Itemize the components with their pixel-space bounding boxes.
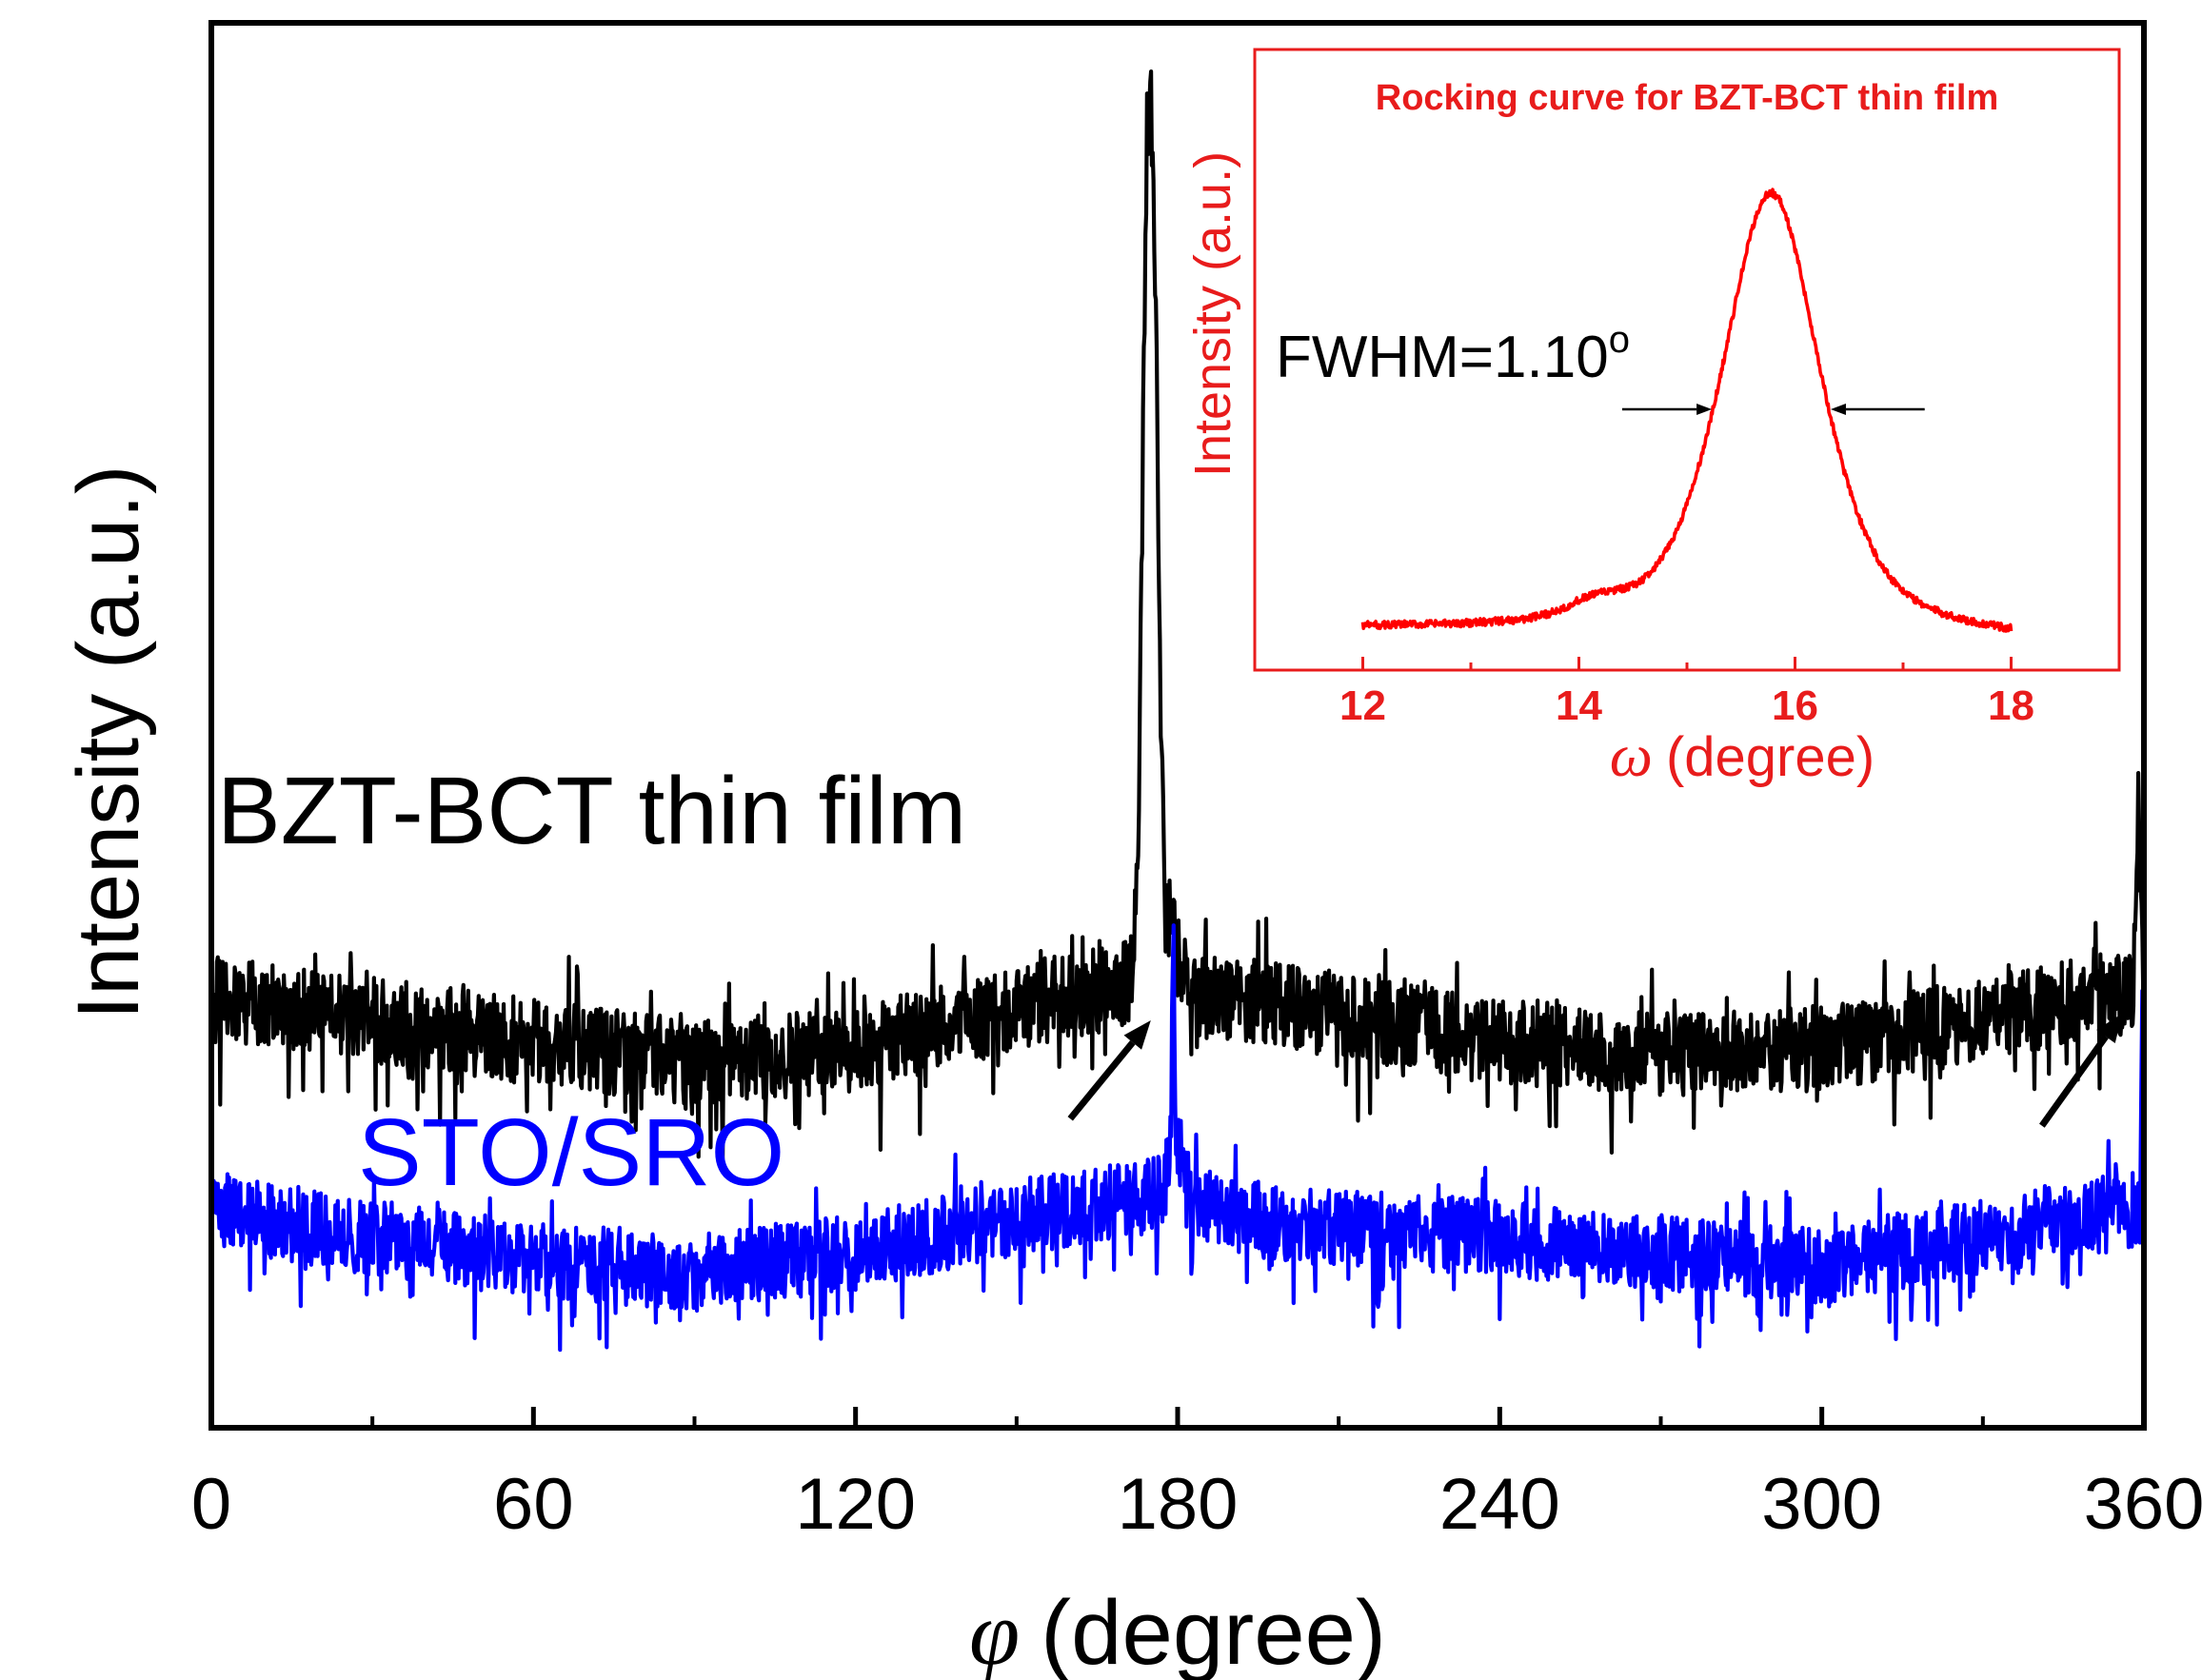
fwhm-arrows xyxy=(1621,404,1925,415)
sto-sro-label: STO/SRO xyxy=(358,1099,784,1206)
inset-x-tick-label: 14 xyxy=(1556,682,1602,729)
inset-x-tick-label: 18 xyxy=(1988,682,2034,729)
inset-x-axis-label-text: (degree) xyxy=(1666,726,1875,788)
series-sto-sro-line xyxy=(208,923,2147,1353)
peak-arrow-head xyxy=(2096,1013,2123,1043)
inset-plot: Rocking curve for BZT-BCT thin film 12 14… xyxy=(1184,48,2121,789)
fwhm-degree-superscript: o xyxy=(1609,319,1630,361)
fwhm-arrow-head xyxy=(1696,404,1713,415)
x-tick-label: 240 xyxy=(1439,1464,1560,1545)
fwhm-arrow-head xyxy=(1830,404,1846,415)
x-tick-label: 120 xyxy=(795,1464,916,1545)
inset-y-axis-label: Intensity (a.u.) xyxy=(1184,151,1241,477)
omega-symbol: ω xyxy=(1610,721,1653,789)
inset-x-axis-label: ω (degree) xyxy=(1610,721,1875,789)
peak-arrow-shaft xyxy=(1067,1039,1136,1121)
inset-background xyxy=(1255,49,2119,670)
inset-x-tick-label: 12 xyxy=(1339,682,1386,729)
x-tick-label: 360 xyxy=(2084,1464,2202,1545)
x-tick-label: 180 xyxy=(1118,1464,1239,1545)
inset-x-tick-label: 16 xyxy=(1772,682,1818,729)
series-bzt-bct-line xyxy=(208,69,2147,1161)
x-tick-label: 0 xyxy=(191,1464,231,1545)
phi-symbol: φ xyxy=(969,1582,1020,1680)
inset-x-ticks xyxy=(1361,657,2013,670)
fwhm-label: FWHM=1.10o xyxy=(1276,319,1630,390)
inset-title: Rocking curve for BZT-BCT thin film xyxy=(1376,78,1998,118)
main-x-tick-labels: 0 60 120 180 240 300 360 xyxy=(191,1464,2202,1545)
main-arrows xyxy=(1067,1013,2123,1128)
x-tick-label: 60 xyxy=(493,1464,574,1545)
peak-arrow-shaft xyxy=(2039,1034,2109,1128)
rocking-curve-line xyxy=(1360,188,2014,633)
inset-series-group xyxy=(1360,188,2014,633)
inset-x-tick-labels: 12 14 16 18 xyxy=(1339,682,2034,729)
main-x-axis-label-text: (degree) xyxy=(1041,1582,1386,1680)
main-plot: 0 60 120 180 240 300 360 φ (degree) Intensity (… xyxy=(60,20,2202,1680)
fwhm-label-text: FWHM=1.10 xyxy=(1276,325,1609,390)
main-x-axis-label: φ (degree) xyxy=(969,1582,1386,1680)
x-tick-label: 300 xyxy=(1761,1464,1882,1545)
main-series-group xyxy=(208,69,2147,1353)
bzt-bct-label: BZT-BCT thin film xyxy=(217,758,966,864)
main-y-axis-label: Intensity (a.u.) xyxy=(60,465,157,1020)
peak-arrow-head xyxy=(1123,1019,1151,1050)
main-x-ticks xyxy=(208,1407,2147,1428)
